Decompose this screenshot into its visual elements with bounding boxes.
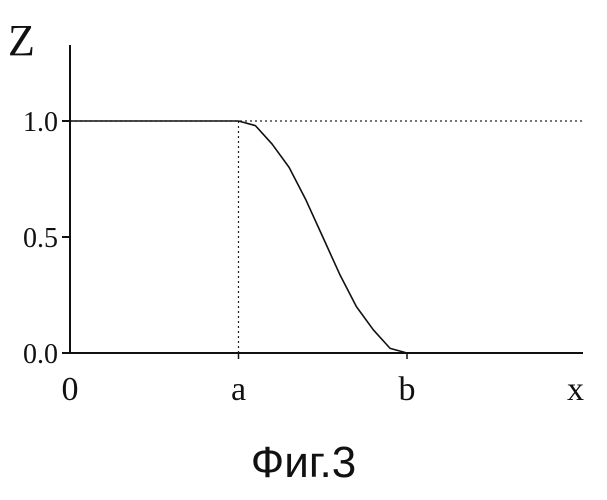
x-tick-label: b xyxy=(399,371,416,408)
x-tick-label: a xyxy=(231,371,246,408)
data-line xyxy=(70,121,576,353)
y-tick-label: 0.5 xyxy=(23,223,58,254)
figure-caption: Фиг.3 xyxy=(0,438,607,488)
y-tick-label: 1.0 xyxy=(23,107,58,138)
y-tick-label: 0.0 xyxy=(23,339,58,370)
chart: Z 0.0 0.5 1.0 0 a b x xyxy=(0,0,607,430)
x-tick-label: 0 xyxy=(62,371,79,408)
y-axis-label: Z xyxy=(8,16,35,65)
x-axis-label: x xyxy=(567,371,584,408)
